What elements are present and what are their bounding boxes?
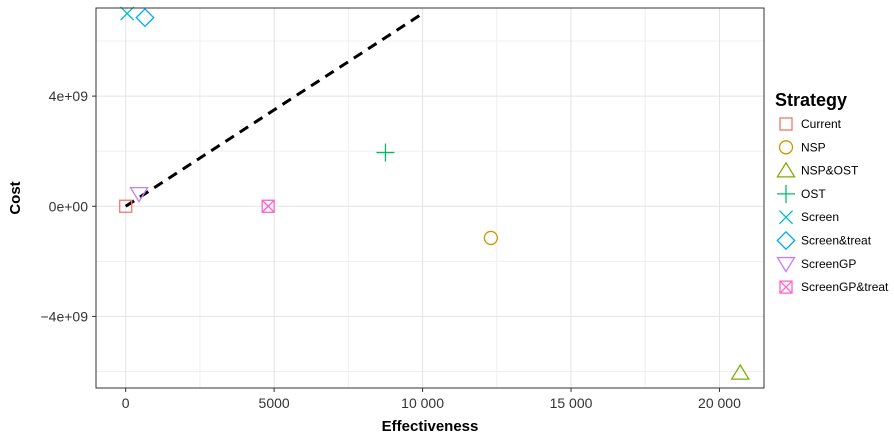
legend-items: Current NSP NSP&OST OST Screen Screen&treat Sc… — [776, 117, 889, 294]
marker-square — [779, 280, 793, 294]
data-point-screen-and-treat — [135, 8, 155, 28]
reference-line-group — [124, 12, 424, 208]
y-tick-label: 0e+00 — [49, 198, 89, 214]
marker-circle — [778, 140, 794, 155]
legend-key-nsp-and-ost — [776, 161, 796, 178]
legend-key-screengp-and-treat — [779, 280, 793, 294]
x-axis: 0 5000 10 000 15 000 20 000 — [122, 388, 741, 411]
data-point-screen — [120, 6, 135, 21]
legend-key-screen-and-treat — [776, 230, 796, 251]
legend-label-screen-and-treat: Screen&treat — [801, 234, 872, 248]
data-point-nsp-and-ost — [730, 363, 750, 380]
legend: Strategy Current NSP NSP&OST OST Screen Scree… — [775, 90, 889, 294]
plot-panel-border — [95, 7, 765, 389]
legend-item-current: Current — [779, 117, 842, 131]
y-tick-label: −4e+09 — [41, 308, 89, 324]
marker-square — [779, 117, 793, 131]
reference-line — [124, 12, 424, 208]
data-point-nsp — [483, 230, 499, 246]
legend-item-screen: Screen — [778, 210, 839, 225]
legend-label-nsp-and-ost: NSP&OST — [801, 164, 859, 178]
legend-label-current: Current — [801, 117, 842, 131]
data-point-ost — [376, 143, 395, 162]
legend-item-screengp: ScreenGP — [776, 256, 856, 273]
grid-major — [96, 8, 764, 388]
marker-square — [261, 199, 275, 213]
legend-key-nsp — [778, 140, 794, 155]
legend-item-screen-and-treat: Screen&treat — [776, 230, 872, 251]
legend-item-nsp: NSP — [778, 140, 826, 155]
marker-cross-b — [778, 210, 794, 225]
y-axis-title: Cost — [7, 181, 24, 214]
legend-key-screen — [778, 210, 794, 225]
marker-cross-b — [779, 280, 793, 294]
marker-circle — [483, 230, 499, 246]
data-point-screengp-and-treat — [261, 199, 275, 213]
legend-label-screengp: ScreenGP — [801, 257, 856, 271]
data-points — [119, 6, 750, 380]
marker-diamond — [776, 230, 796, 251]
legend-label-nsp: NSP — [801, 140, 826, 154]
data-point-screengp — [129, 186, 149, 203]
marker-triangle-down — [776, 256, 796, 273]
marker-triangle-up — [730, 363, 750, 380]
y-tick-label: 4e+09 — [49, 88, 89, 104]
marker-cross-b — [261, 199, 275, 213]
legend-item-screengp-and-treat: ScreenGP&treat — [779, 280, 889, 294]
legend-label-screengp-and-treat: ScreenGP&treat — [801, 280, 889, 294]
legend-label-screen: Screen — [801, 210, 839, 224]
marker-diamond — [135, 8, 155, 28]
marker-cross-b — [120, 6, 135, 21]
y-axis: −4e+09 0e+00 4e+09 — [41, 88, 96, 324]
x-tick-label: 20 000 — [698, 395, 741, 411]
legend-key-ost — [777, 184, 795, 203]
marker-triangle-up — [776, 161, 796, 178]
x-tick-label: 15 000 — [550, 395, 593, 411]
x-axis-title: Effectiveness — [382, 418, 479, 435]
x-tick-label: 0 — [122, 395, 130, 411]
legend-key-current — [779, 117, 793, 131]
marker-triangle-down — [129, 186, 149, 203]
legend-item-nsp-and-ost: NSP&OST — [776, 161, 859, 178]
x-tick-label: 5000 — [259, 395, 290, 411]
grid-minor — [96, 8, 764, 388]
legend-title: Strategy — [775, 90, 847, 110]
x-tick-label: 10 000 — [401, 395, 444, 411]
legend-item-ost: OST — [777, 184, 826, 203]
legend-label-ost: OST — [801, 187, 826, 201]
marker-square — [119, 199, 133, 213]
legend-key-screengp — [776, 256, 796, 273]
data-point-current — [119, 199, 133, 213]
